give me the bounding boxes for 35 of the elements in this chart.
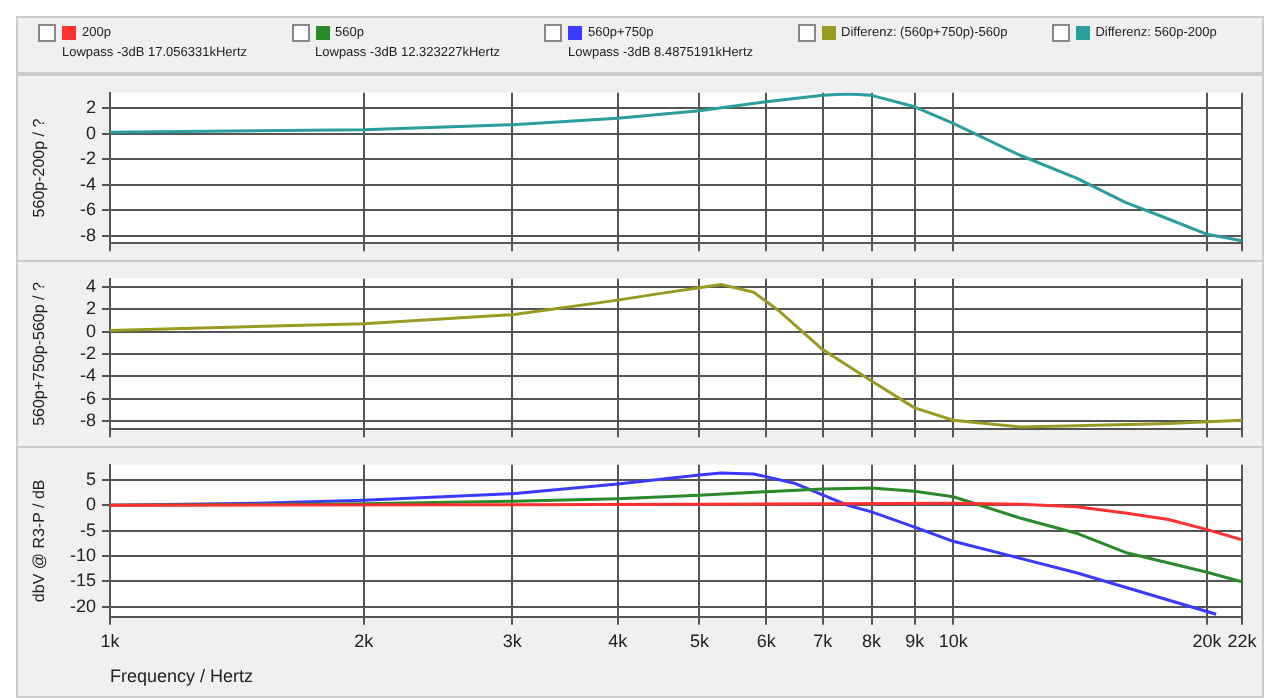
y-tick-label: 0 — [85, 494, 96, 515]
y-tick-label: -4 — [79, 365, 96, 386]
x-tick-label: 22k — [1227, 630, 1258, 651]
x-tick-label: 1k — [100, 630, 121, 651]
y-tick-label: 0 — [85, 122, 96, 143]
y-tick-label: -20 — [69, 595, 96, 616]
x-tick-label: 3k — [502, 630, 523, 651]
x-tick-label: 9k — [905, 630, 926, 651]
y-tick-label: -8 — [79, 224, 96, 245]
y-tick-label: 2 — [85, 97, 96, 118]
x-tick-label: 8k — [862, 630, 883, 651]
x-tick-label: 20k — [1192, 630, 1223, 651]
y-tick-label: 2 — [85, 298, 96, 319]
y-tick-label: 4 — [85, 275, 96, 296]
y-axis-title: 560p+750p-560p / ? — [30, 281, 49, 426]
y-tick-label: -15 — [69, 570, 96, 591]
x-tick-label: 10k — [938, 630, 969, 651]
y-tick-label: -6 — [79, 387, 96, 408]
y-tick-label: -10 — [69, 544, 96, 565]
y-tick-label: -6 — [79, 199, 96, 220]
x-tick-label: 2k — [354, 630, 375, 651]
y-axis-title: dbV @ R3-P / dB — [30, 479, 49, 603]
x-tick-label: 7k — [813, 630, 834, 651]
x-tick-label: 6k — [756, 630, 777, 651]
y-tick-label: -4 — [79, 173, 96, 194]
x-tick-label: 5k — [689, 630, 710, 651]
y-tick-label: -8 — [79, 410, 96, 431]
y-tick-label: -2 — [79, 148, 96, 169]
y-tick-label: 0 — [85, 320, 96, 341]
y-tick-label: -5 — [79, 519, 96, 540]
y-tick-label: 5 — [85, 468, 96, 489]
y-tick-label: -2 — [79, 342, 96, 363]
y-axis-title: 560p-200p / ? — [30, 117, 49, 218]
x-tick-label: 4k — [608, 630, 629, 651]
x-axis-title: Frequency / Hertz — [110, 666, 255, 687]
